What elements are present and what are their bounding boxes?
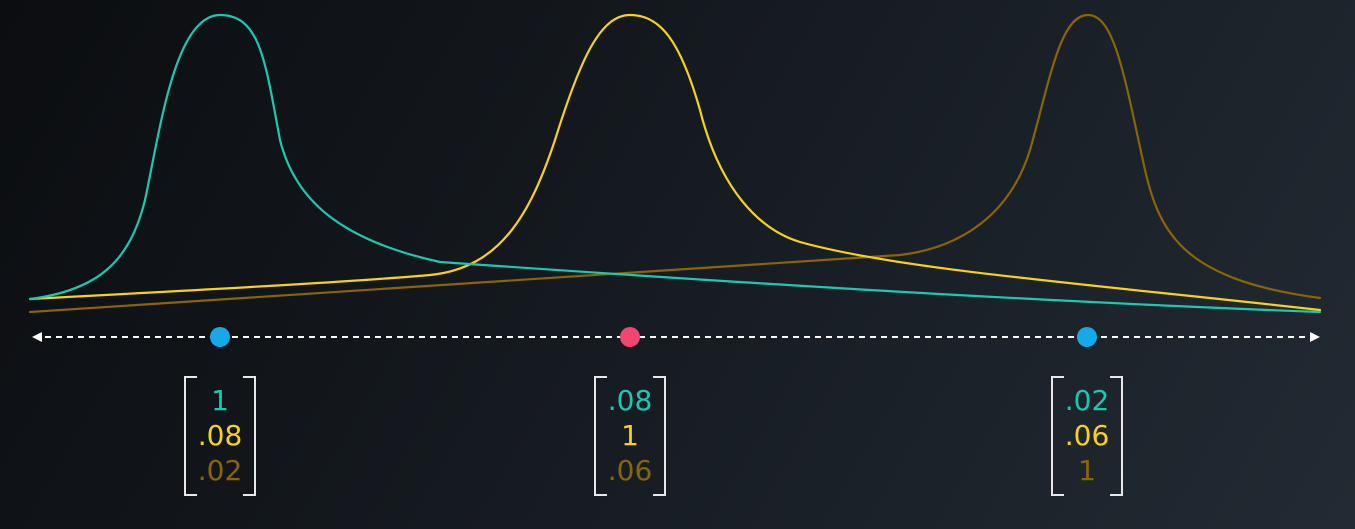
point-left	[210, 327, 230, 347]
bracket-left	[594, 376, 607, 496]
vector-value-yellow: .06	[1064, 418, 1110, 452]
vector-value-olive: 1	[1078, 453, 1096, 487]
curve-teal	[28, 13, 1322, 314]
vector-value-olive: .06	[607, 453, 653, 487]
vector-value-yellow: .08	[197, 418, 243, 452]
vector-value-olive: .02	[197, 453, 243, 487]
vector-middle: .08 1 .06	[594, 376, 666, 496]
bracket-right	[653, 376, 666, 496]
bracket-left	[1051, 376, 1064, 496]
curve-yellow	[28, 13, 1322, 312]
bracket-right	[243, 376, 256, 496]
bracket-left	[184, 376, 197, 496]
vector-value-teal: .02	[1064, 383, 1110, 417]
vector-right: .02 .06 1	[1051, 376, 1123, 496]
vector-left: 1 .08 .02	[184, 376, 256, 496]
vector-value-teal: .08	[607, 383, 653, 417]
curve-olive	[28, 13, 1322, 314]
point-middle	[620, 327, 640, 347]
vector-value-yellow: 1	[621, 418, 639, 452]
vector-value-teal: 1	[211, 383, 229, 417]
point-right	[1077, 327, 1097, 347]
bracket-right	[1110, 376, 1123, 496]
